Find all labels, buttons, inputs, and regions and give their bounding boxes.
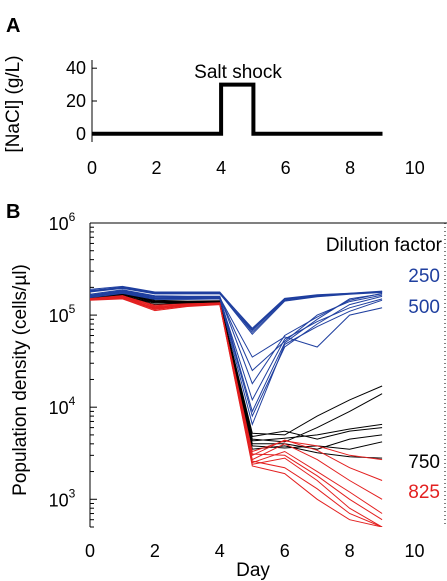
panel-a-y-tick-label: 40 [66, 58, 86, 78]
panel-b-y-axis-label: Population density (cells/µl) [10, 264, 31, 496]
series-line-dilution-825 [90, 295, 383, 521]
panel-b-series-group [90, 285, 383, 527]
panel-b-x-axis-label: Day [236, 560, 270, 581]
panel-a-x-tick-label: 6 [281, 158, 291, 178]
panel-b-x-tick-label: 8 [345, 541, 355, 561]
panel-a-x-tick-label: 4 [216, 158, 226, 178]
panel-a-y-axis-label: [NaCl] (g/L) [3, 55, 24, 152]
salt-shock-annotation: Salt shock [194, 62, 282, 83]
panel-b-label: B [6, 201, 20, 223]
panel-a-x-tick-label: 10 [405, 158, 425, 178]
panel-b-x-tick-label: 10 [405, 541, 425, 561]
series-line-dilution-500 [90, 292, 383, 426]
dilution-label-500: 500 [408, 297, 440, 318]
series-line-dilution-500 [90, 292, 383, 402]
series-line-dilution-750 [90, 293, 383, 436]
panel-b-y-tick-label: 105 [49, 302, 76, 326]
series-line-dilution-500 [90, 289, 383, 413]
series-line-dilution-500 [90, 289, 383, 385]
panel-b-x-tick-label: 6 [280, 541, 290, 561]
panel-a-label: A [6, 15, 20, 37]
series-line-dilution-250 [90, 286, 383, 329]
dilution-label-825: 825 [408, 482, 440, 503]
series-line-dilution-750 [90, 295, 383, 440]
panel-a-y-tick-label: 20 [66, 91, 86, 111]
series-line-dilution-250 [90, 287, 383, 332]
dilution-factor-legend-title: Dilution factor [326, 235, 443, 256]
panel-a-x-tick-label: 0 [87, 158, 97, 178]
panel-a-x-tick-label: 8 [345, 158, 355, 178]
panel-b-x-tick-label: 0 [85, 541, 95, 561]
series-line-dilution-500 [90, 291, 383, 358]
series-line-dilution-825 [90, 295, 383, 527]
series-line-dilution-825 [90, 296, 383, 461]
nacl-concentration-line [92, 82, 383, 136]
series-line-dilution-250 [90, 287, 383, 335]
panel-b-x-tick-label: 4 [215, 541, 225, 561]
panel-a-chart: Salt shock [NaCl] (g/L) 0 20 40 0 2 4 6 8 10 [3, 55, 425, 178]
panel-b-y-tick-label: 106 [49, 210, 76, 234]
series-line-dilution-825 [90, 297, 383, 527]
panel-b-y-tick-label: 104 [49, 394, 76, 418]
dilution-label-250: 250 [408, 266, 440, 287]
series-line-dilution-825 [90, 295, 383, 481]
series-line-dilution-825 [90, 298, 383, 527]
dilution-label-750: 750 [408, 452, 440, 473]
panel-b-chart: Population density (cells/µl) Day Diluti… [10, 210, 447, 581]
panel-a-x-tick-label: 2 [152, 158, 162, 178]
panel-a-y-tick-label: 0 [76, 124, 86, 144]
panel-b-y-tick-label: 103 [49, 486, 76, 510]
panel-b-x-tick-label: 2 [150, 541, 160, 561]
